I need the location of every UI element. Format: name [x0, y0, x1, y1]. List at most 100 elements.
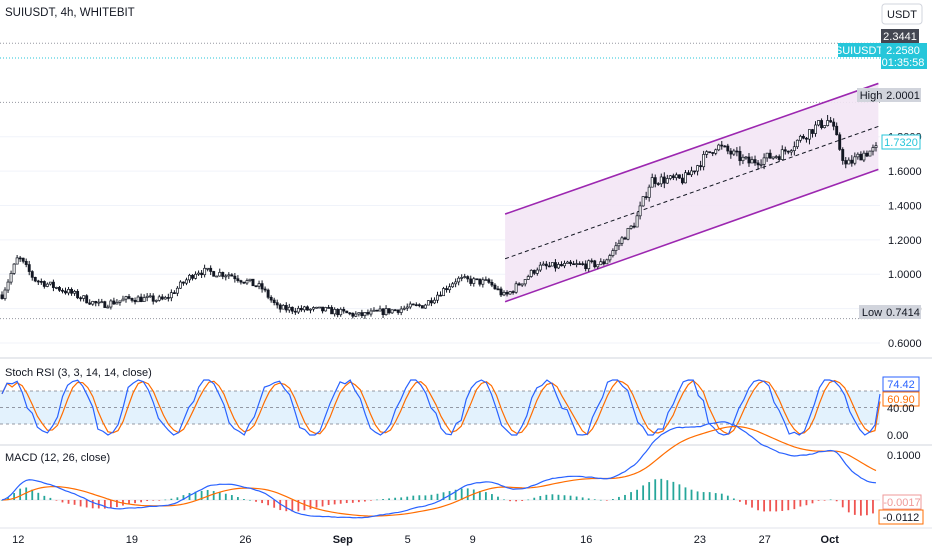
candle-body [593, 260, 597, 268]
candle-body [726, 145, 730, 152]
candle-body [272, 299, 276, 304]
macd-hist-bar [412, 495, 415, 500]
macd-hist-bar [152, 500, 155, 501]
svg-text:74.42: 74.42 [887, 379, 915, 391]
macd-hist-bar [73, 500, 76, 505]
macd-hist-bar [85, 500, 88, 508]
candle-body [51, 281, 55, 288]
candle-body [478, 278, 482, 285]
macd-hist-bar [611, 498, 614, 500]
macd-hist-bar [763, 500, 766, 512]
candle-body [814, 124, 817, 134]
candle-body [463, 276, 467, 278]
last-price-label: SUIUSDT 2.2580 01:35:58 [835, 43, 927, 69]
candle-body [157, 296, 161, 301]
svg-text:-0.0112: -0.0112 [883, 512, 920, 524]
macd-hist-bar [267, 500, 270, 506]
candle-body [206, 267, 210, 270]
macd-hist-bar [37, 492, 40, 500]
macd-hist-bar [684, 487, 687, 500]
candle-body [526, 276, 530, 280]
macd-hist-bar [230, 495, 233, 500]
candle-body [644, 196, 648, 198]
candle-body [756, 162, 760, 166]
macd-hist-bar [388, 498, 391, 500]
macd-hist-bar [170, 498, 173, 500]
time-tick: 26 [239, 534, 251, 546]
candle-body [620, 237, 624, 244]
candle-body [399, 308, 403, 313]
candle-body [154, 299, 158, 302]
macd-title: MACD (12, 26, close) [5, 452, 110, 464]
macd-hist-bar [218, 492, 221, 500]
macd-hist-bar [49, 497, 52, 500]
candle-body [390, 309, 394, 314]
macd-hist-bar [255, 500, 257, 502]
time-tick: 16 [580, 534, 592, 546]
candle-body [169, 292, 173, 299]
macd-hist-bar [382, 499, 384, 500]
candle-body [393, 309, 397, 312]
macd-hist-bar [442, 492, 445, 500]
candle-body [239, 280, 243, 283]
macd-hist-bar [581, 497, 584, 500]
stoch-rsi-title: Stoch RSI (3, 3, 14, 14, close) [5, 367, 152, 379]
macd-hist-bar [376, 499, 378, 501]
candle-body [804, 137, 808, 140]
candle-body [293, 310, 297, 313]
candle-body [3, 289, 7, 299]
macd-hist-bar [333, 500, 336, 505]
macd-hist-bar [678, 484, 681, 500]
macd-hist-bar [829, 499, 832, 501]
time-tick: Oct [821, 534, 840, 546]
candle-body [656, 183, 660, 185]
macd-hist-bar [817, 500, 820, 501]
candle-body [242, 281, 246, 284]
candle-body [553, 262, 557, 269]
candle-body [547, 265, 551, 268]
candle-body [76, 291, 80, 299]
svg-text:High: High [860, 90, 883, 102]
candle-body [27, 264, 31, 272]
time-tick: 12 [12, 534, 24, 546]
candle-body [572, 263, 576, 266]
candle-body [70, 289, 74, 294]
time-axis[interactable]: 12 19 26 Sep 5 9 16 23 27 Oct [12, 534, 839, 546]
candle-body [711, 152, 715, 154]
level-label-2-3441: 2.3441 [881, 29, 919, 43]
candle-body [124, 296, 128, 300]
candle-body [417, 304, 421, 307]
candle-body [629, 225, 633, 229]
time-tick: 9 [470, 534, 476, 546]
candle-body [626, 228, 630, 240]
macd-hist-bar [291, 500, 294, 512]
candle-body [133, 299, 137, 303]
macd-hist-bar [472, 489, 475, 500]
macd-hist-bar [261, 500, 263, 504]
candle-body [517, 283, 521, 286]
candle-body [835, 125, 839, 136]
candle-body [408, 303, 412, 308]
time-tick: 23 [694, 534, 706, 546]
macd-hist-bar [140, 500, 143, 503]
macd-hist-bar [478, 491, 481, 500]
countdown: 01:35:58 [882, 57, 925, 69]
stoch-d-line [1, 379, 881, 436]
candle-body [263, 288, 267, 291]
macd-hist-bar [593, 499, 596, 500]
candle-body [508, 291, 512, 295]
candle-body [599, 261, 603, 266]
macd-hist-bar [787, 500, 790, 511]
currency-button[interactable]: USDT [881, 3, 923, 25]
candle-body [511, 291, 515, 293]
macd-hist-bar [811, 500, 814, 504]
macd-hist-bar [436, 493, 439, 500]
macd-hist-bar [273, 500, 276, 508]
candle-body [100, 301, 104, 304]
candle-body [82, 295, 86, 299]
macd-hist-bar [654, 479, 657, 500]
candle-body [58, 287, 61, 291]
candle-body [348, 312, 352, 315]
macd-hist-bar [224, 493, 227, 500]
